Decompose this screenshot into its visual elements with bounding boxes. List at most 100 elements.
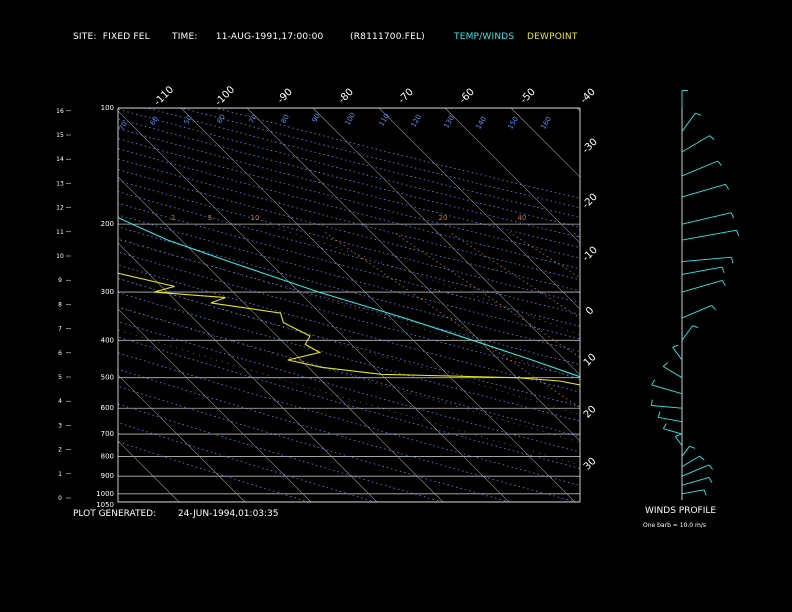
dry-adiabat-line — [118, 292, 580, 422]
wind-barb-flag — [692, 325, 699, 329]
height-tick-label: 14 — [56, 156, 64, 163]
dry-adiabat-label: 60 — [149, 115, 160, 127]
wind-barb — [681, 304, 712, 319]
isotherm-line — [378, 108, 580, 310]
moist-adiabat-line — [118, 238, 580, 380]
dewpoint-line — [118, 272, 580, 386]
dry-adiabat-line — [118, 108, 580, 228]
wind-barb-flag — [708, 464, 714, 470]
wind-barb — [681, 135, 710, 153]
isotherm-right-label: -30 — [581, 137, 600, 156]
pressure-tick-label: 1050 — [96, 501, 114, 509]
wind-barb-flag — [662, 362, 669, 367]
dry-adiabat-label: 120 — [409, 113, 423, 129]
isotherm-line — [643, 108, 792, 502]
wind-barb-flag — [721, 280, 726, 286]
dry-adiabat-label: 160 — [539, 115, 553, 131]
pressure-tick-label: 200 — [101, 220, 114, 228]
wind-barb-flag — [650, 399, 653, 406]
isotherm-top-label: -90 — [276, 87, 295, 106]
mixing-ratio-label: 10 — [251, 214, 260, 222]
isotherm-line — [0, 108, 47, 502]
height-tick-label: 1 — [58, 471, 62, 478]
height-tick-label: 7 — [58, 326, 62, 333]
pressure-tick-label: 300 — [101, 288, 114, 296]
dry-adiabat-label: 100 — [343, 111, 357, 127]
height-tick-label: 4 — [58, 398, 62, 405]
wind-barb-flag — [651, 379, 656, 386]
generated-value: 24-JUN-1994,01:03:35 — [177, 509, 279, 519]
mixing-ratio-label: 20 — [439, 214, 448, 222]
isotherm-line — [246, 108, 580, 442]
isotherm-line — [0, 108, 113, 502]
pressure-tick-label: 700 — [101, 430, 114, 438]
wind-barb-flag — [703, 489, 707, 496]
dry-adiabat-label: 130 — [442, 114, 456, 130]
wind-barb-flag — [711, 305, 716, 311]
height-tick-label: 3 — [58, 422, 62, 429]
wind-barb — [681, 279, 723, 293]
isotherm-line — [118, 440, 180, 502]
dry-adiabat-line — [118, 180, 580, 303]
isotherm-line — [510, 108, 580, 178]
height-tick-label: 15 — [56, 132, 64, 139]
wind-barb-flag — [736, 230, 740, 236]
temperature-line — [118, 216, 580, 378]
height-tick-label: 11 — [56, 229, 64, 236]
dry-adiabat-line — [118, 138, 580, 259]
dry-adiabat-line — [118, 191, 580, 315]
wind-barb — [681, 455, 700, 467]
wind-barb — [674, 436, 683, 446]
isotherm-line — [180, 108, 576, 502]
dry-adiabat-line — [118, 158, 580, 281]
time-label: TIME: — [172, 32, 198, 42]
isotherm-right-label: 20 — [582, 404, 599, 421]
dry-adiabat-line — [118, 321, 580, 453]
dry-adiabat-line — [118, 352, 580, 486]
pressure-tick-label: 500 — [101, 374, 114, 382]
wind-barb — [662, 366, 683, 379]
wind-barb — [681, 266, 723, 275]
mixing-ratio-line — [324, 231, 580, 409]
dry-adiabat-label: 70 — [118, 120, 129, 132]
isotherm-line — [118, 110, 510, 502]
site-label: SITE: — [73, 32, 97, 42]
dry-adiabat-line — [147, 108, 580, 218]
height-tick-label: 0 — [58, 495, 62, 502]
mixing-ratio-label: 40 — [518, 214, 527, 222]
dry-adiabat-label: 70 — [248, 113, 259, 125]
isotherm-right-label: -10 — [581, 245, 600, 264]
wind-barb — [681, 464, 709, 477]
isotherm-top-label: -50 — [519, 87, 538, 106]
height-tick-label: 9 — [58, 277, 62, 284]
wind-barb — [658, 416, 683, 423]
wind-barb — [681, 446, 690, 457]
height-tick-label: 2 — [58, 447, 62, 454]
mixing-ratio-line — [449, 231, 580, 319]
dry-adiabat-label: 60 — [216, 113, 227, 125]
wind-barb — [681, 112, 696, 132]
wind-barb-flag — [731, 257, 734, 264]
wind-barb — [663, 428, 683, 435]
time-value: 11-AUG-1991,17:00:00 — [215, 32, 324, 42]
wind-barb — [681, 212, 732, 225]
isotherm-right-label: 10 — [582, 352, 599, 369]
wind-barb — [681, 160, 718, 177]
wind-barb-flag — [725, 184, 729, 190]
dry-adiabat-label: 80 — [280, 113, 291, 125]
isotherm-top-label: -70 — [397, 87, 416, 106]
pressure-tick-label: 900 — [101, 472, 114, 480]
isotherm-top-label: -110 — [152, 84, 176, 108]
isotherm-right-label: 0 — [584, 305, 596, 317]
moist-adiabat-line — [118, 278, 580, 416]
plot-generated: PLOT GENERATED: 24-JUN-1994,01:03:35 — [73, 509, 279, 519]
isotherm-line — [118, 374, 246, 502]
height-tick-label: 13 — [56, 180, 64, 187]
wind-barb — [651, 384, 683, 395]
wind-barb-flag — [689, 445, 696, 449]
dry-adiabat-label: 150 — [506, 115, 520, 131]
isotherm-right-label: -20 — [581, 192, 600, 211]
wind-barb-flag — [675, 433, 682, 437]
isotherm-line — [118, 308, 312, 502]
